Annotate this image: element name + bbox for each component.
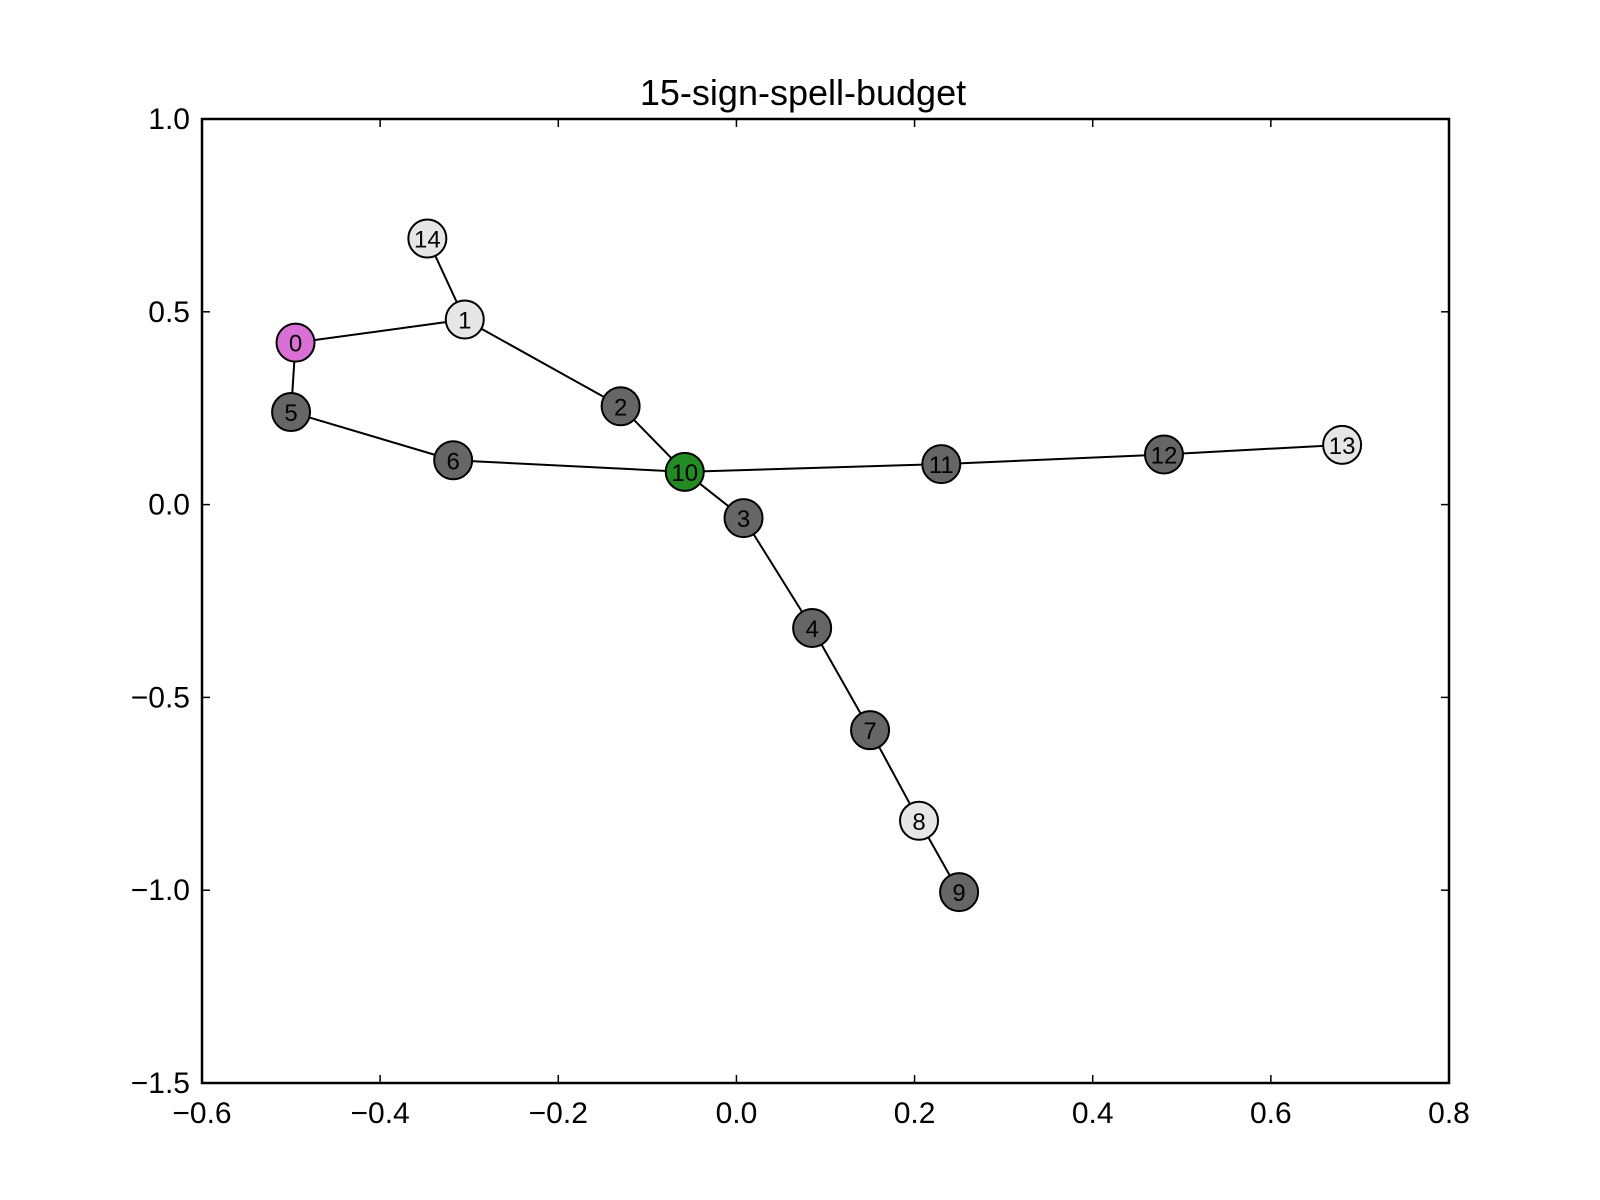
node-label: 0 [289, 331, 302, 358]
x-tick-label: −0.6 [172, 1097, 231, 1130]
x-tick-label: 0.2 [894, 1097, 936, 1130]
edge-5-6 [290, 411, 454, 462]
node-9: 9 [939, 872, 980, 913]
y-tick-label: 1.0 [148, 103, 190, 136]
y-tick-label: 0.5 [148, 296, 190, 329]
node-6: 6 [433, 440, 474, 481]
edge-10-11 [684, 463, 942, 473]
node-circle [600, 386, 641, 427]
node-label: 14 [414, 227, 441, 254]
node-label: 4 [805, 616, 818, 643]
node-circle [939, 872, 980, 913]
node-circle [1322, 424, 1363, 465]
node-label: 9 [952, 880, 965, 907]
node-label: 6 [447, 448, 460, 475]
y-tick-label: −1.5 [131, 1067, 190, 1100]
node-circle [664, 451, 705, 492]
node-0: 0 [275, 322, 316, 363]
x-tick-label: 0.8 [1428, 1097, 1470, 1130]
node-circle [921, 444, 962, 485]
y-tick-label: −0.5 [131, 681, 190, 714]
y-tick-label: −1.0 [131, 874, 190, 907]
edge-11-12 [941, 453, 1165, 466]
node-10: 10 [664, 451, 705, 492]
node-label: 3 [737, 506, 750, 533]
node-label: 8 [912, 809, 925, 836]
node-circle [1143, 434, 1184, 475]
node-circle [850, 710, 891, 751]
y-tick-label: 0.0 [148, 489, 190, 522]
node-label: 13 [1329, 433, 1356, 460]
node-5: 5 [271, 392, 312, 433]
node-13: 13 [1322, 424, 1363, 465]
edge-12-13 [1163, 443, 1343, 456]
edge-1-2 [464, 318, 622, 408]
axes: −0.6 −0.4 −0.2 0.0 0.2 0.4 0.6 0.8 1.0 0.5 0.0 −0.5… [131, 103, 1470, 1130]
node-1: 1 [444, 299, 485, 340]
node-circle [275, 322, 316, 363]
node-label: 12 [1151, 442, 1178, 469]
node-7: 7 [850, 710, 891, 751]
node-14: 14 [407, 218, 448, 259]
node-12: 12 [1143, 434, 1184, 475]
node-circle [899, 800, 940, 841]
node-circle [271, 392, 312, 433]
x-tick-label: 0.6 [1250, 1097, 1292, 1130]
node-circle [433, 440, 474, 481]
edge-1-0 [295, 318, 465, 344]
node-8: 8 [899, 800, 940, 841]
node-label: 5 [284, 400, 297, 427]
x-tick-label: 0.0 [716, 1097, 758, 1130]
node-circle [723, 498, 764, 539]
node-2: 2 [600, 386, 641, 427]
node-4: 4 [792, 607, 833, 648]
node-label: 11 [929, 452, 954, 479]
node-label: 7 [863, 718, 876, 745]
node-label: 2 [614, 394, 627, 421]
plot-frame [200, 117, 1451, 1085]
x-tick-label: 0.4 [1072, 1097, 1114, 1130]
node-circle [407, 218, 448, 259]
node-circle [792, 607, 833, 648]
node-11: 11 [921, 444, 962, 485]
edge-6-10 [453, 459, 685, 473]
edge-layer [290, 238, 1343, 893]
node-label: 1 [458, 308, 471, 335]
node-circle [444, 299, 485, 340]
chart-title: 15-sign-spell-budget [640, 72, 966, 113]
edge-3-4 [742, 517, 813, 629]
x-tick-label: −0.4 [351, 1097, 410, 1130]
node-label: 10 [671, 460, 698, 487]
node-3: 3 [723, 498, 764, 539]
x-tick-label: −0.2 [529, 1097, 588, 1130]
